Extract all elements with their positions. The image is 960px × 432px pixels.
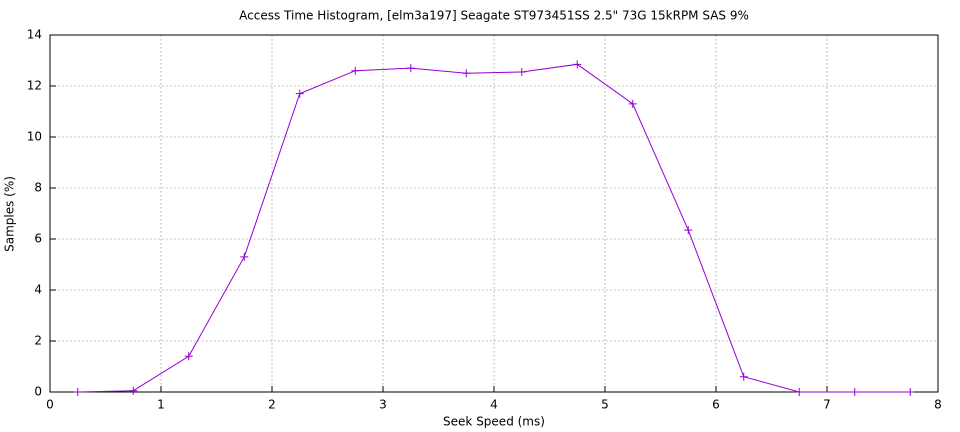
plot-frame — [49, 34, 939, 393]
y-tick-label: 10 — [27, 130, 42, 144]
data-point — [739, 372, 748, 381]
y-tick-label: 6 — [34, 232, 42, 246]
data-point — [517, 67, 526, 76]
x-tick-label: 4 — [490, 398, 498, 412]
data-point — [684, 226, 693, 235]
chart-title: Access Time Histogram, [elm3a197] Seagat… — [239, 9, 749, 23]
data-point — [351, 66, 360, 75]
y-tick-label: 4 — [34, 283, 42, 297]
y-tick-label: 8 — [34, 181, 42, 195]
data-point — [406, 64, 415, 73]
x-axis-label: Seek Speed (ms) — [443, 415, 545, 429]
data-point — [73, 388, 82, 396]
data-point — [628, 99, 637, 108]
x-tick-label: 5 — [601, 398, 609, 412]
x-tick-label: 1 — [157, 398, 165, 412]
x-tick-label: 3 — [379, 398, 387, 412]
x-tick-label: 0 — [46, 398, 54, 412]
data-point — [295, 89, 304, 98]
x-tick-label: 7 — [823, 398, 831, 412]
y-tick-label: 0 — [34, 385, 42, 399]
x-tick-label: 2 — [268, 398, 276, 412]
x-tick-label: 8 — [934, 398, 942, 412]
series-line — [77, 63, 911, 393]
y-tick-label: 2 — [34, 334, 42, 348]
data-point — [795, 388, 804, 396]
x-tick-label: 6 — [712, 398, 720, 412]
data-point — [850, 388, 859, 396]
data-point — [462, 69, 471, 78]
y-tick-label: 14 — [27, 28, 42, 42]
data-point — [906, 388, 915, 396]
data-point — [240, 252, 249, 261]
y-tick-label: 12 — [27, 79, 42, 93]
data-point — [129, 386, 138, 395]
data-point — [184, 352, 193, 361]
data-point — [573, 60, 582, 69]
y-axis-label: Samples (%) — [3, 176, 17, 252]
